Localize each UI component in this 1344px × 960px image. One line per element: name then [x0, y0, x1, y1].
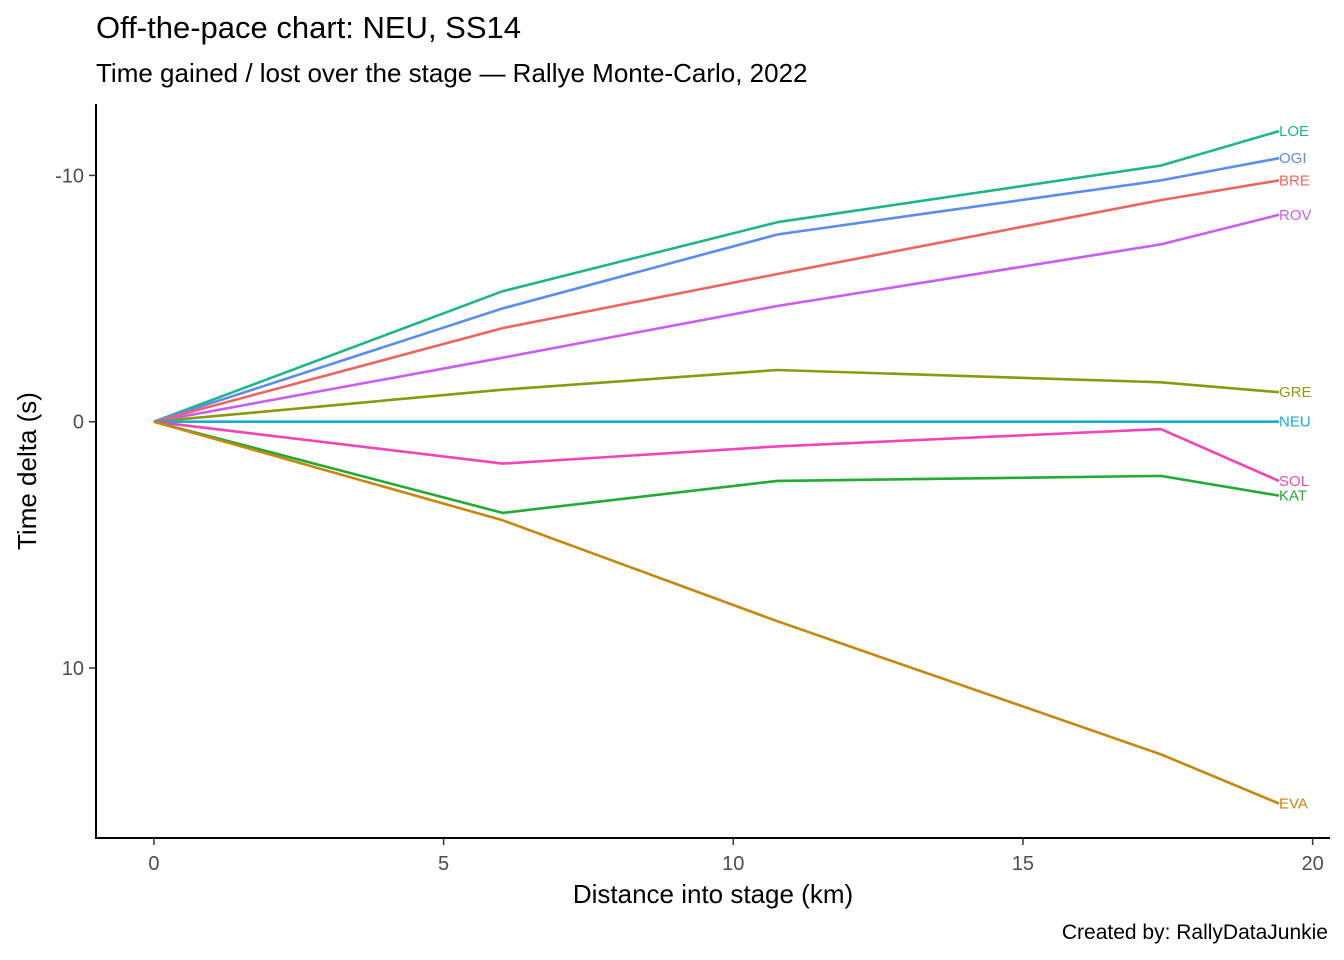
series-label-rov: ROV	[1279, 207, 1312, 224]
series-line-bre	[153, 179, 1280, 423]
x-tick-label: 5	[438, 853, 449, 875]
series-line-eva	[153, 420, 1280, 805]
series-lines	[153, 129, 1280, 805]
y-axis-title: Time delta (s)	[12, 392, 42, 550]
series-line-kat	[153, 420, 1280, 515]
series-label-eva: EVA	[1279, 796, 1308, 813]
y-tick-label: 0	[73, 412, 84, 434]
series-label-neu: NEU	[1279, 414, 1311, 431]
series-label-bre: BRE	[1279, 172, 1310, 189]
series-label-kat: KAT	[1279, 488, 1307, 505]
y-tick-label: 10	[62, 658, 84, 680]
series-label-gre: GRE	[1279, 384, 1312, 401]
series-label-loe: LOE	[1279, 123, 1309, 140]
y-tick-label: -10	[55, 165, 84, 187]
chart-subtitle: Time gained / lost over the stage — Rall…	[96, 58, 808, 88]
axes	[95, 104, 1330, 839]
x-axis-title: Distance into stage (km)	[573, 879, 853, 909]
series-line-rov	[153, 213, 1280, 423]
series-line-ogi	[153, 156, 1280, 423]
chart-caption: Created by: RallyDataJunkie	[1061, 921, 1328, 944]
series-line-gre	[153, 368, 1280, 423]
y-axis-ticks: -10 0 10	[55, 165, 96, 680]
x-axis-ticks: 0 5 10 15 20	[148, 838, 1324, 875]
series-label-sol: SOL	[1279, 473, 1309, 490]
x-tick-label: 20	[1301, 853, 1323, 875]
x-tick-label: 15	[1012, 853, 1034, 875]
series-line-sol	[153, 420, 1280, 483]
x-tick-label: 0	[148, 853, 159, 875]
series-label-ogi: OGI	[1279, 150, 1307, 167]
series-line-loe	[153, 129, 1280, 423]
chart-title: Off-the-pace chart: NEU, SS14	[96, 10, 522, 45]
x-tick-label: 10	[722, 853, 744, 875]
